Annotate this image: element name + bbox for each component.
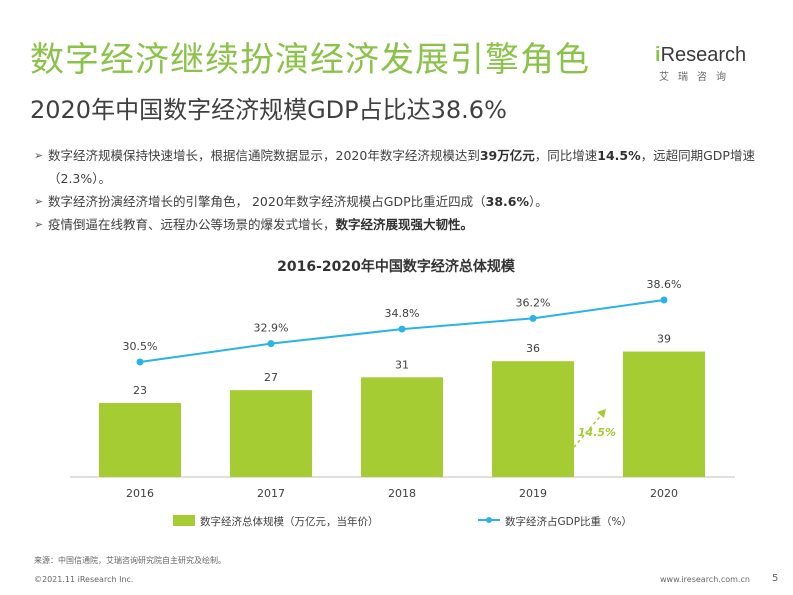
bullet-emphasis: 39万亿元	[479, 148, 535, 163]
legend-line-label: 数字经济占GDP比重（%）	[505, 515, 632, 528]
x-tick-2016: 2016	[126, 487, 154, 500]
chart-svg: 2016-2020年中国数字经济总体规模 23 2016 27 2017 31 2018 36…	[70, 258, 735, 528]
bar-label-2018: 31	[395, 358, 409, 371]
line-point-2017	[267, 340, 275, 348]
logo-research: Research	[660, 44, 747, 66]
bar-label-2016: 23	[133, 384, 147, 397]
chart-area: 2016-2020年中国数字经济总体规模 23 2016 27 2017 31 2018 36…	[0, 250, 793, 550]
bullet-arrow-icon: ➢	[34, 218, 44, 231]
website-link[interactable]: www.iresearch.com.cn	[660, 575, 750, 584]
bullet-text: 疫情倒逼在线教育、远程办公等场景的爆发式增长，数字经济展现强大韧性。	[48, 213, 764, 236]
bullet-segment: ）。	[529, 194, 548, 209]
copyright: ©2021.11 iResearch Inc.	[34, 575, 134, 584]
page-subtitle: 2020年中国数字经济规模GDP占比达38.6%	[30, 96, 507, 124]
iresearch-logo: iResearch 艾瑞咨询	[655, 44, 775, 83]
line-label-2018: 34.8%	[385, 307, 420, 320]
bar-2018	[361, 377, 443, 477]
bar-2017	[230, 390, 312, 477]
legend-line-marker	[486, 517, 492, 523]
line-label-2019: 36.2%	[516, 296, 551, 309]
bullet-arrow-icon: ➢	[34, 149, 44, 162]
bullet-emphasis: 38.6%	[485, 194, 530, 209]
source-note: 来源：中国信通院，艾瑞咨询研究院自主研究及绘制。	[34, 556, 226, 565]
bar-2019	[492, 361, 574, 477]
bullet-segment: 数字经济扮演经济增长的引擎角色， 2020年数字经济规模占GDP比重近四成（	[48, 194, 486, 209]
x-tick-2018: 2018	[388, 487, 416, 500]
bullet-emphasis: 14.5%	[597, 148, 641, 163]
line-label-2016: 30.5%	[123, 340, 158, 353]
bullet-item: ➢ 疫情倒逼在线教育、远程办公等场景的爆发式增长，数字经济展现强大韧性。	[34, 213, 764, 236]
bullet-segment: 数字经济规模保持快速增长，根据信通院数据显示，2020年数字经济规模达到	[48, 148, 480, 163]
bullet-item: ➢ 数字经济规模保持快速增长，根据信通院数据显示，2020年数字经济规模达到39万…	[34, 144, 764, 190]
logo-subtitle: 艾瑞咨询	[659, 72, 735, 83]
bullet-segment: 疫情倒逼在线教育、远程办公等场景的爆发式增长，	[48, 217, 336, 232]
bullet-text: 数字经济扮演经济增长的引擎角色， 2020年数字经济规模占GDP比重近四成（38…	[48, 190, 764, 213]
line-label-2020: 38.6%	[647, 278, 682, 291]
page-number: 5	[772, 573, 779, 584]
bullet-segment: ，远超同期GDP增速（2.3%）。	[48, 148, 755, 186]
bar-2016	[99, 403, 181, 477]
logo-wordmark: iResearch	[655, 44, 775, 67]
line-point-2020	[660, 296, 668, 304]
bullet-list: ➢ 数字经济规模保持快速增长，根据信通院数据显示，2020年数字经济规模达到39万…	[34, 144, 764, 236]
bullet-arrow-icon: ➢	[34, 195, 44, 208]
chart-title: 2016-2020年中国数字经济总体规模	[277, 258, 516, 275]
logo-i: i	[655, 44, 661, 66]
line-point-2019	[529, 314, 537, 322]
bullet-emphasis: 数字经济展现强大韧性。	[335, 217, 474, 232]
page-title: 数字经济继续扮演经济发展引擎角色	[30, 40, 590, 80]
growth-arrow-head-icon	[597, 409, 606, 418]
line-point-2018	[398, 325, 406, 333]
bar-label-2017: 27	[264, 371, 278, 384]
legend-bar-swatch	[173, 515, 195, 526]
bullet-item: ➢ 数字经济扮演经济增长的引擎角色， 2020年数字经济规模占GDP比重近四成（3…	[34, 190, 764, 213]
legend-bar-label: 数字经济总体规模（万亿元，当年价）	[200, 515, 379, 528]
bar-2020	[623, 351, 705, 477]
bullet-text: 数字经济规模保持快速增长，根据信通院数据显示，2020年数字经济规模达到39万亿…	[48, 144, 764, 190]
bullet-segment: ，同比增速	[534, 148, 598, 163]
line-point-2016	[136, 358, 144, 366]
line-label-2017: 32.9%	[254, 322, 289, 335]
x-tick-2019: 2019	[519, 487, 547, 500]
x-tick-2020: 2020	[650, 487, 678, 500]
growth-arrow-line	[573, 411, 605, 448]
bar-label-2019: 36	[526, 342, 540, 355]
growth-annotation: 14.5%	[578, 426, 616, 439]
x-tick-2017: 2017	[257, 487, 285, 500]
bar-label-2020: 39	[657, 333, 671, 346]
